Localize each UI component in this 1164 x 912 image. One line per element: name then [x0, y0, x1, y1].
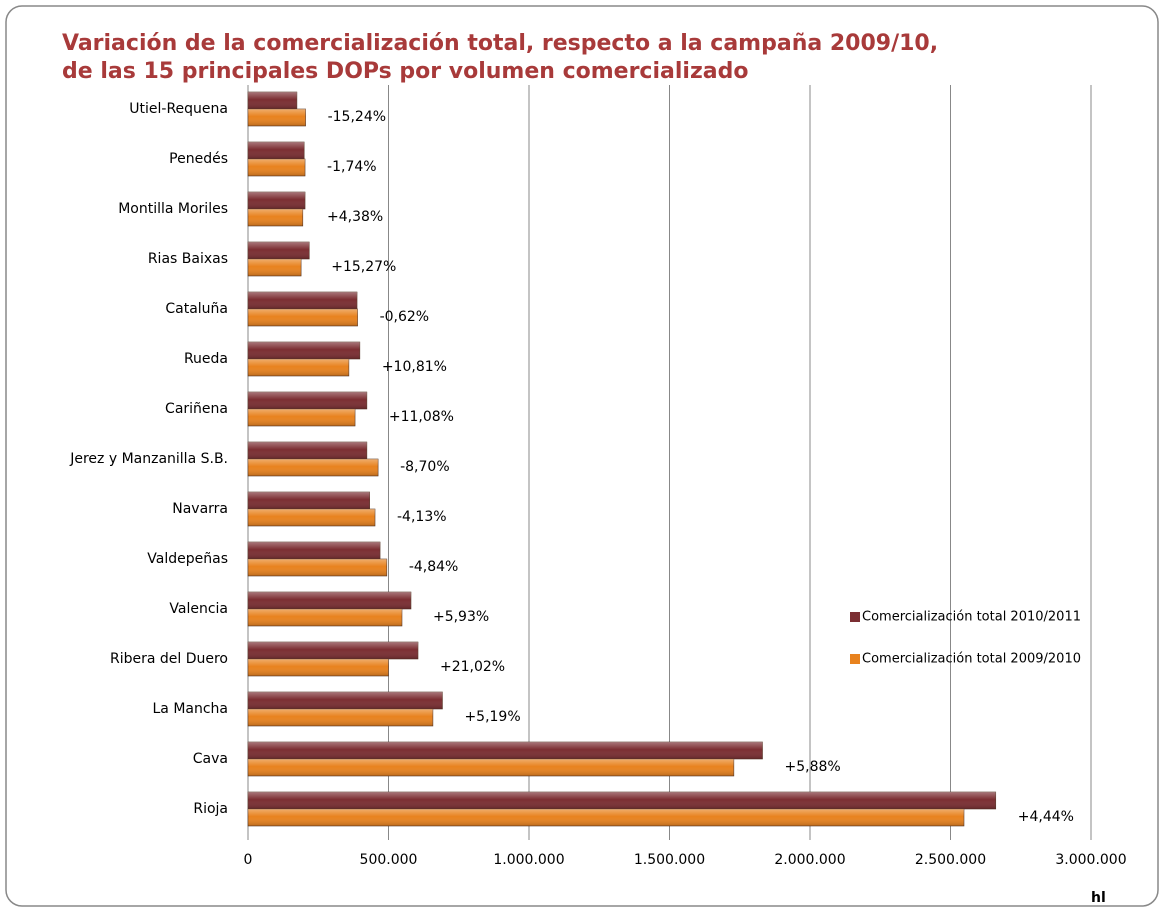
y-tick-label: Rueda	[184, 351, 228, 367]
bar-shine	[248, 709, 433, 726]
bar-shine	[248, 392, 367, 409]
bar-shine	[248, 442, 367, 459]
bar-shine	[248, 492, 370, 509]
bar-shine	[248, 809, 964, 826]
x-tick-label: 2.500.000	[915, 852, 986, 868]
legend-label: Comercialización total 2009/2010	[862, 652, 1081, 667]
x-tick-label: 500.000	[360, 852, 418, 868]
change-label: -4,84%	[409, 559, 459, 575]
y-tick-label: Montilla Moriles	[118, 201, 228, 217]
bar-shine	[248, 309, 358, 326]
bar-shine	[248, 759, 734, 776]
y-tick-label: Rioja	[193, 801, 228, 817]
bar-shine	[248, 159, 306, 176]
y-tick-label: Cava	[193, 751, 228, 767]
bar-shine	[248, 692, 443, 709]
y-tick-label: Valdepeñas	[147, 551, 228, 567]
y-tick-label: Utiel-Requena	[129, 101, 228, 117]
bar-shine	[248, 409, 356, 426]
x-tick-label: 1.000.000	[493, 852, 564, 868]
x-axis-label: hl	[1091, 890, 1106, 906]
legend-label: Comercialización total 2010/2011	[862, 610, 1081, 625]
bar-shine	[248, 342, 360, 359]
bar-shine	[248, 609, 402, 626]
bar-shine	[248, 109, 306, 126]
y-tick-label: Jerez y Manzanilla S.B.	[69, 451, 228, 467]
change-label: +21,02%	[440, 659, 505, 675]
chart-subtitle: de las 15 principales DOPs por volumen c…	[62, 59, 748, 84]
y-tick-label: Ribera del Duero	[110, 651, 228, 667]
y-tick-label: Penedés	[169, 151, 228, 167]
bar-shine	[248, 642, 419, 659]
bar-shine	[248, 92, 297, 109]
x-tick-label: 2.000.000	[774, 852, 845, 868]
bar-shine	[248, 242, 310, 259]
x-tick-label: 0	[244, 852, 253, 868]
bar-shine	[248, 292, 358, 309]
bar-shine	[248, 459, 379, 476]
y-tick-label: Cariñena	[165, 401, 228, 417]
change-label: +5,93%	[433, 609, 489, 625]
frame	[5, 5, 1159, 907]
bar-shine	[248, 142, 305, 159]
change-label: -15,24%	[328, 109, 386, 125]
change-label: +11,08%	[389, 409, 454, 425]
change-label: -0,62%	[380, 309, 430, 325]
change-label: +5,88%	[785, 759, 841, 775]
bar-shine	[248, 742, 763, 759]
x-tick-label: 3.000.000	[1055, 852, 1126, 868]
chart-title: Variación de la comercialización total, …	[62, 31, 938, 56]
bar-shine	[248, 559, 387, 576]
y-tick-label: Valencia	[169, 601, 228, 617]
bar-shine	[248, 542, 381, 559]
change-label: +10,81%	[382, 359, 447, 375]
change-label: -4,13%	[397, 509, 447, 525]
change-label: +5,19%	[464, 709, 520, 725]
bar-shine	[248, 192, 306, 209]
bar-shine	[248, 792, 996, 809]
y-tick-label: Navarra	[172, 501, 228, 517]
bar-shine	[248, 209, 303, 226]
y-tick-label: Rias Baixas	[148, 251, 228, 267]
change-label: +15,27%	[331, 259, 396, 275]
change-label: +4,38%	[327, 209, 383, 225]
bar-shine	[248, 509, 376, 526]
y-tick-label: Cataluña	[165, 301, 228, 317]
bar-shine	[248, 659, 389, 676]
bar-shine	[248, 592, 411, 609]
x-tick-label: 1.500.000	[634, 852, 705, 868]
legend-swatch	[850, 612, 860, 622]
bar-shine	[248, 259, 302, 276]
legend-swatch	[850, 654, 860, 664]
change-label: +4,44%	[1018, 809, 1074, 825]
change-label: -8,70%	[400, 459, 450, 475]
y-tick-label: La Mancha	[152, 701, 228, 717]
change-label: -1,74%	[327, 159, 377, 175]
bar-shine	[248, 359, 349, 376]
